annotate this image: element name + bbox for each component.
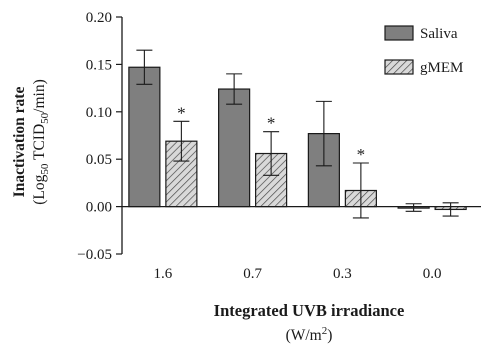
y-tick-label: 0.05 bbox=[86, 152, 112, 168]
legend-label-gmem: gMEM bbox=[420, 60, 463, 76]
y-tick-label: 0.10 bbox=[86, 105, 112, 121]
x-tick-label: 1.6 bbox=[154, 266, 173, 282]
x-tick-label: 0.3 bbox=[333, 266, 352, 282]
legend-label-saliva: Saliva bbox=[420, 26, 458, 42]
x-tick-label: 0.0 bbox=[423, 266, 442, 282]
x-tick-label: 0.7 bbox=[243, 266, 262, 282]
x-axis-label-line1: Integrated UVB irradiance bbox=[214, 301, 405, 320]
significance-marks-group: * * * bbox=[177, 103, 365, 164]
y-tick-label: 0.15 bbox=[86, 57, 112, 73]
x-axis-label-line2: (W/m2) bbox=[286, 325, 333, 344]
y-axis-label-line2: (Log50 TCID50/min) bbox=[31, 79, 51, 205]
significance-star: * bbox=[357, 145, 366, 164]
y-tick-label: 0.20 bbox=[86, 10, 112, 26]
y-axis-label-line1: Inactivation rate bbox=[11, 87, 28, 198]
error-bars-group bbox=[136, 49, 459, 219]
bars-group bbox=[128, 66, 467, 211]
x-tick-labels: 1.6 0.7 0.3 0.0 bbox=[154, 266, 442, 282]
bar-saliva-0.7 bbox=[218, 88, 251, 208]
y-tick-label: −0.05 bbox=[77, 247, 112, 263]
axes bbox=[116, 16, 481, 255]
legend-swatch-saliva bbox=[384, 25, 414, 41]
legend-swatch-gmem bbox=[384, 59, 414, 75]
significance-star: * bbox=[267, 114, 276, 133]
legend: Saliva gMEM bbox=[384, 25, 463, 76]
significance-star: * bbox=[177, 103, 186, 122]
bar-saliva-1.6 bbox=[128, 66, 161, 208]
y-axis-label: Inactivation rate (Log50 TCID50/min) bbox=[11, 79, 51, 205]
y-tick-labels: 0.20 0.15 0.10 0.05 0.00 −0.05 bbox=[77, 10, 112, 263]
y-tick-label: 0.00 bbox=[86, 200, 112, 216]
